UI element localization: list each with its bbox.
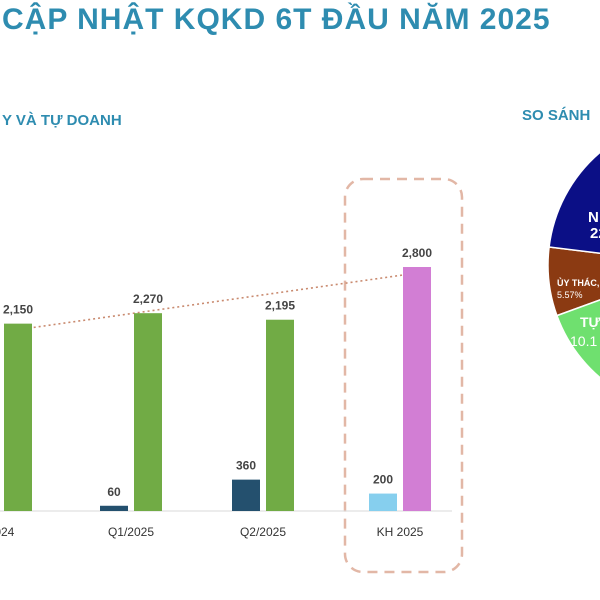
right-chart-title: SO SÁNH	[522, 107, 591, 124]
pie-label-2: ỦY THÁC,	[557, 277, 599, 288]
pie-slice-n	[548, 151, 600, 254]
x-tick-label-1: Q1/2025	[108, 525, 154, 539]
highlight-box	[343, 177, 464, 574]
bar-series1-1	[100, 505, 128, 511]
left-chart-title: Y VÀ TỰ DOANH	[2, 112, 122, 129]
pie-label-3: 5.57%	[557, 290, 583, 300]
bar-chart: 2,150 2024 60 2,270 Q1/2025 360 2,195 Q2/2025 20…	[0, 177, 464, 574]
data-label-series1-3: 200	[373, 473, 393, 487]
pie-label-1: 22	[590, 225, 600, 242]
data-label-series1-2: 360	[236, 459, 256, 473]
page-title: CẬP NHẬT KQKD 6T ĐẦU NĂM 2025	[2, 3, 551, 36]
trend-line	[3, 274, 404, 333]
data-label-series2-1: 2,270	[133, 292, 163, 306]
pie-label-5: 10.1	[570, 333, 597, 349]
data-label-series1-1: 60	[107, 485, 121, 499]
bar-series1-3	[369, 493, 397, 511]
bar-series2-0	[4, 323, 32, 511]
bar-series2-2	[266, 319, 294, 511]
pie-label-0: N	[588, 209, 599, 226]
bar-series1-2	[232, 479, 260, 511]
x-tick-label-3: KH 2025	[377, 525, 424, 539]
x-tick-label-0: 2024	[0, 525, 15, 539]
x-tick-label-2: Q2/2025	[240, 525, 286, 539]
data-label-series2-2: 2,195	[265, 299, 295, 313]
pie-label-4: TỰ	[580, 314, 600, 330]
bar-series2-3	[403, 267, 431, 511]
data-label-series2-3: 2,800	[402, 246, 432, 260]
bar-series2-1	[134, 313, 162, 511]
data-label-series2-0: 2,150	[3, 303, 33, 317]
pie-slice-tu	[555, 299, 600, 379]
